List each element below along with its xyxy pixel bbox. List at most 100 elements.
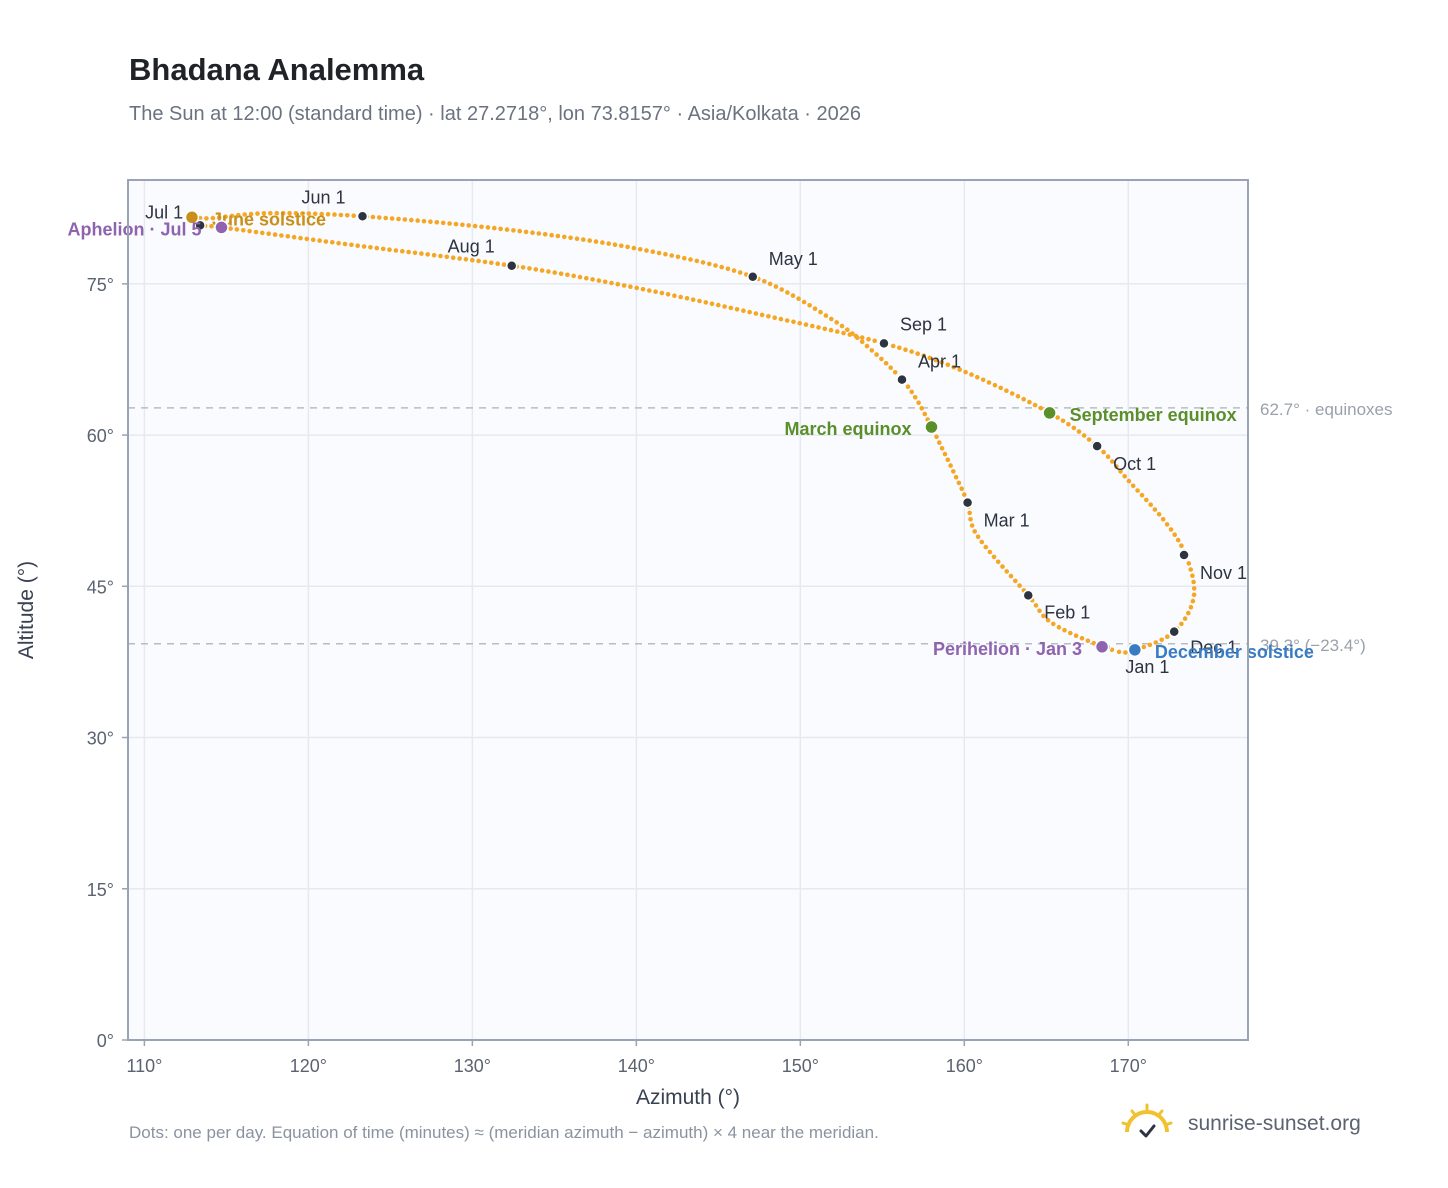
reference-line-label: 39.3° (−23.4°) [1260,636,1366,655]
daily-dot [942,451,948,457]
daily-dot [659,290,665,296]
chart-title: Bhadana Analemma [129,52,425,87]
y-tick-label: 45° [87,577,114,597]
daily-dot [1165,634,1170,639]
daily-dot [1037,608,1042,614]
daily-dot [1186,610,1191,616]
daily-dot [523,229,529,235]
daily-dot [216,215,222,220]
daily-dot [939,446,945,451]
daily-dot [1147,642,1153,648]
daily-dot [402,217,408,222]
daily-dot [697,298,702,304]
daily-dot [980,377,986,383]
daily-dot [650,249,656,254]
daily-dot [457,256,462,261]
daily-dot [1032,402,1038,408]
grid [128,180,1248,1041]
daily-dot [845,327,850,333]
event-markers: March equinox September equinox June solst… [67,209,1313,662]
daily-dot [1148,502,1153,508]
daily-dot [412,250,418,256]
daily-dot [606,241,611,246]
x-tick-label: 160° [946,1056,983,1076]
daily-dot [803,322,809,327]
reference-lines: 62.7° · equinoxes 39.3° (−23.4°) [128,400,1393,655]
month-label: Mar 1 [984,511,1030,531]
daily-dot [823,313,829,318]
daily-dot [663,251,668,257]
daily-dot [975,374,980,380]
daily-dot [1191,579,1196,585]
daily-dot [312,211,318,217]
daily-dot [1073,633,1079,638]
event-marker [1094,639,1110,655]
daily-dot [600,240,605,245]
daily-dot [260,230,265,236]
daily-dot [1190,598,1196,604]
daily-dot [1027,399,1032,405]
daily-dot [1188,567,1193,572]
y-tick-label: 60° [87,426,114,446]
daily-dot [628,284,633,290]
daily-dot [909,349,914,354]
daily-dot [1008,573,1014,579]
daily-dot [957,367,962,372]
month-marker [1178,549,1190,561]
daily-dot [1086,437,1092,442]
daily-dot [762,279,767,284]
daily-dot [1160,517,1166,522]
daily-dot [773,284,779,289]
daily-dot [268,210,273,216]
month-label: Aug 1 [448,237,495,257]
y-tick-label: 15° [87,880,114,900]
daily-dot [1017,583,1022,588]
month-marker [1022,589,1035,602]
daily-dot [565,272,570,278]
daily-dot [1004,388,1009,394]
daily-dot [818,309,823,315]
daily-dot [791,319,796,325]
daily-dot [241,228,246,233]
daily-dot [280,210,286,216]
event-marker [924,419,939,435]
daily-dot [634,285,639,291]
month-label: Jan 1 [1125,657,1169,677]
daily-dot [859,339,865,345]
daily-dot [539,268,545,273]
daily-dot [291,234,297,240]
brand[interactable]: sunrise-sunset.org [1120,1102,1361,1146]
daily-dot [495,261,501,267]
daily-dot [453,221,459,227]
daily-dot [1062,627,1067,633]
daily-dot [298,235,303,241]
daily-dot [816,325,821,330]
daily-dot [1033,603,1039,608]
daily-dot [1116,649,1122,655]
daily-dot [255,211,260,216]
daily-dot [377,215,382,220]
daily-dot [874,352,879,357]
daily-dot [834,320,839,325]
daily-dot [883,361,889,366]
daily-dot [1076,429,1082,434]
daily-dot [266,231,272,236]
daily-dot [1015,394,1021,399]
daily-dot [1135,488,1140,493]
daily-dot [1045,617,1051,623]
daily-dot [1056,624,1062,630]
daily-dot [621,283,627,288]
daily-dot [1190,573,1195,578]
daily-dot [767,281,773,287]
event-marker [184,210,200,225]
daily-dot [485,225,491,230]
daily-dot [810,323,815,329]
footnote: Dots: one per day. Equation of time (min… [129,1123,879,1142]
daily-dot [234,227,240,232]
daily-dot [892,370,898,375]
daily-dot [546,269,551,274]
month-marker [961,496,974,509]
daily-dot [688,257,693,262]
daily-dot [945,457,951,463]
daily-dot [796,296,801,302]
